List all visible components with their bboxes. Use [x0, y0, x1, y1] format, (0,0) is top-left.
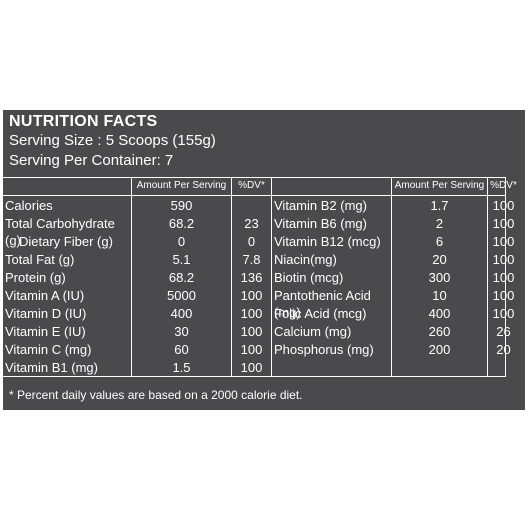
- nutrient-amount: 5.1: [172, 252, 191, 267]
- nutrient-dv: 100: [492, 216, 515, 231]
- nutrient-amount: 60: [174, 342, 189, 357]
- nutrient-dv: 20: [496, 342, 511, 357]
- left-dv-header: %DV*: [238, 180, 265, 191]
- nutrient-amount: 260: [428, 324, 451, 339]
- nutrient-dv: 100: [240, 288, 263, 303]
- nutrient-amount: 20: [432, 252, 447, 267]
- nutrient-amount: 1.5: [172, 360, 191, 375]
- left-table-divider-1: [131, 177, 132, 377]
- nutrient-dv: 23: [244, 216, 259, 231]
- panel-title: NUTRITION FACTS: [9, 113, 158, 130]
- nutrient-amount: 68.2: [168, 216, 195, 231]
- table-bottom-border: [3, 376, 505, 377]
- table-top-border: [3, 177, 505, 178]
- left-amount-header: Amount Per Serving: [136, 180, 227, 191]
- nutrient-dv: 100: [240, 306, 263, 321]
- servings-per-container: Serving Per Container: 7: [9, 152, 174, 169]
- nutrient-dv: 100: [492, 234, 515, 249]
- nutrient-name: Vitamin B12 (mcg): [274, 234, 381, 249]
- nutrient-amount: 1.7: [430, 198, 449, 213]
- right-table-edge: [505, 177, 506, 377]
- footnote: * Percent daily values are based on a 20…: [9, 388, 303, 402]
- nutrient-amount: 10: [432, 288, 447, 303]
- nutrient-amount: 5000: [167, 288, 196, 303]
- nutrient-amount: 0: [177, 234, 186, 249]
- nutrient-dv: 100: [492, 270, 515, 285]
- nutrient-name: Vitamin B2 (mg): [274, 198, 367, 213]
- right-table-divider-2: [487, 177, 488, 377]
- nutrient-dv: 100: [492, 252, 515, 267]
- nutrient-dv: 100: [492, 198, 515, 213]
- nutrient-dv: 7.8: [242, 252, 261, 267]
- nutrient-name: Calcium (mg): [274, 324, 352, 339]
- right-dv-header: %DV*: [490, 180, 517, 191]
- nutrient-name: Total Fat (g): [5, 252, 75, 267]
- nutrient-dv: 100: [240, 342, 263, 357]
- nutrient-name: Protein (g): [5, 270, 66, 285]
- nutrient-name: Vitamin D (IU): [5, 306, 87, 321]
- nutrition-facts-panel: NUTRITION FACTS Serving Size : 5 Scoops …: [3, 110, 525, 410]
- nutrient-name: Biotin (mcg): [274, 270, 344, 285]
- nutrient-name: Vitamin A (IU): [5, 288, 85, 303]
- nutrient-amount: 30: [174, 324, 189, 339]
- left-table-divider-2: [231, 177, 232, 377]
- nutrient-name: Calories: [5, 198, 53, 213]
- header-bottom-border: [3, 195, 505, 196]
- nutrient-dv: 136: [240, 270, 263, 285]
- nutrient-name: Pantothenic Acid (mg): [274, 288, 371, 320]
- nutrient-dv: 100: [492, 288, 515, 303]
- serving-size: Serving Size : 5 Scoops (155g): [9, 132, 216, 149]
- nutrient-name: Dietary Fiber (g): [19, 234, 113, 249]
- center-divider: [271, 177, 272, 377]
- right-table-divider-1: [391, 177, 392, 377]
- nutrient-dv: 100: [240, 324, 263, 339]
- nutrient-name: Niacin(mg): [274, 252, 337, 267]
- nutrient-amount: 590: [170, 198, 193, 213]
- nutrient-amount: 2: [435, 216, 444, 231]
- nutrient-name: Vitamin B1 (mg): [5, 360, 98, 375]
- nutrient-name: Phosphorus (mg): [274, 342, 374, 357]
- right-amount-header: Amount Per Serving: [394, 180, 485, 191]
- nutrient-name: Folic Acid (mcg): [274, 306, 367, 321]
- nutrient-name: Vitamin B6 (mg): [274, 216, 367, 231]
- nutrient-dv: 100: [492, 306, 515, 321]
- nutrient-amount: 6: [435, 234, 444, 249]
- nutrient-dv: 0: [247, 234, 256, 249]
- nutrient-dv: 100: [240, 360, 263, 375]
- nutrient-amount: 68.2: [168, 270, 195, 285]
- nutrient-name: Vitamin C (mg): [5, 342, 92, 357]
- nutrient-amount: 400: [170, 306, 193, 321]
- nutrient-name: Total Carbohydrate (g): [5, 216, 115, 248]
- nutrient-amount: 300: [428, 270, 451, 285]
- nutrient-name: Vitamin E (IU): [5, 324, 86, 339]
- nutrient-amount: 200: [428, 342, 451, 357]
- nutrient-amount: 400: [428, 306, 451, 321]
- nutrient-dv: 26: [496, 324, 511, 339]
